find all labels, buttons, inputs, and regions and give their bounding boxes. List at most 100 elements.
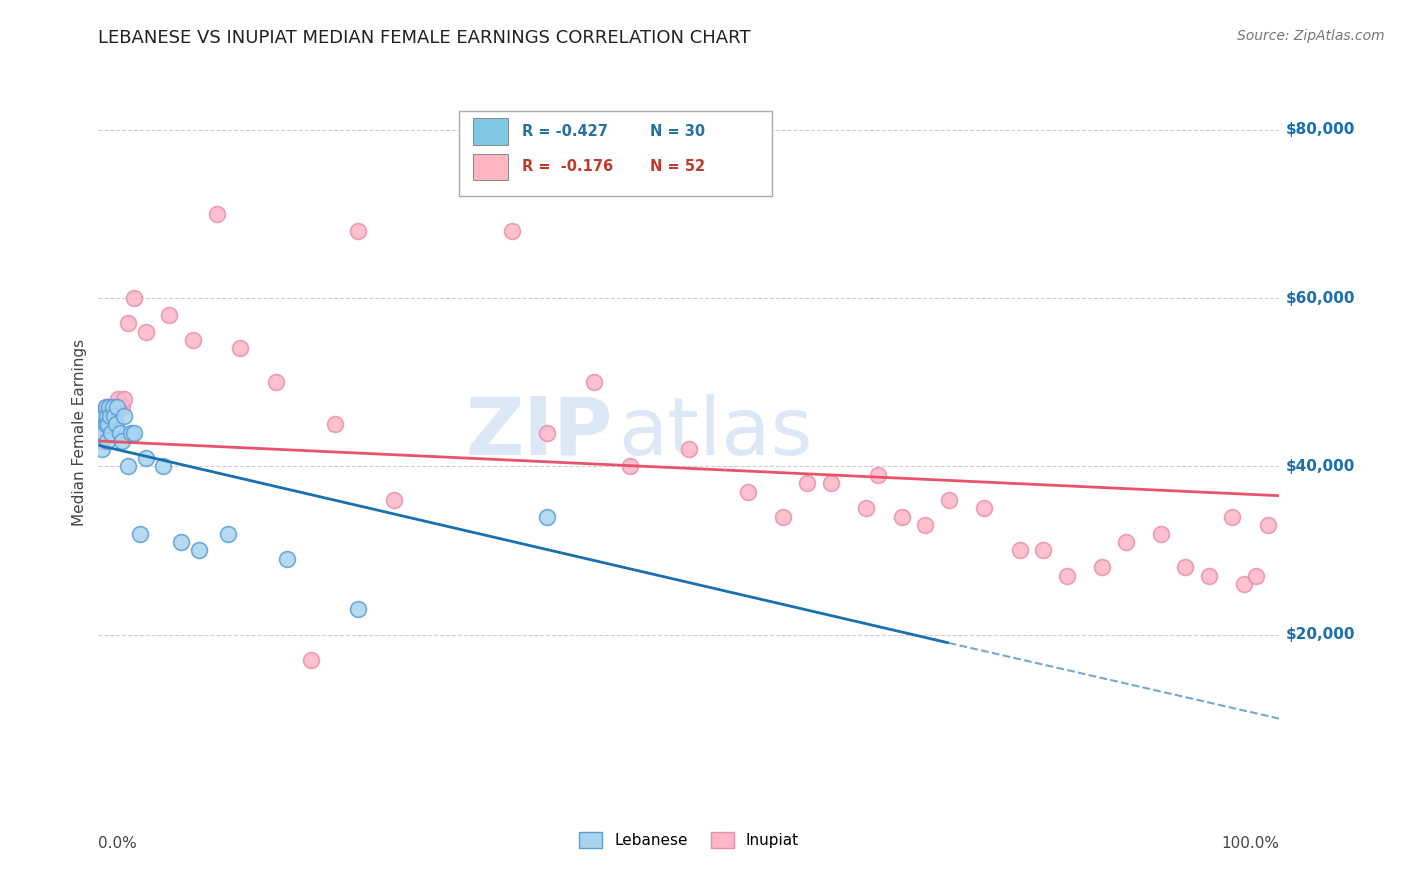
Point [973,501,995,516]
Point [229,342,252,356]
Text: ZIP: ZIP [465,393,612,472]
Point [1257,518,1279,533]
Point [264,375,287,389]
Point [1091,560,1114,574]
Point [98,409,121,423]
Point [890,509,912,524]
Point [108,425,131,440]
Point [122,291,145,305]
Point [152,459,174,474]
Text: 0.0%: 0.0% [98,836,138,851]
Point [104,409,127,423]
Point [347,602,370,616]
Point [1220,509,1243,524]
Point [107,392,129,406]
Point [205,207,228,221]
Point [1032,543,1054,558]
Text: $80,000: $80,000 [1285,122,1355,137]
Bar [472,153,508,180]
Point [96,434,118,448]
Point [938,492,960,507]
Point [97,417,120,432]
Point [101,401,124,415]
Point [181,333,204,347]
Text: 100.0%: 100.0% [1222,836,1279,851]
Point [135,450,157,465]
Text: R = -0.427: R = -0.427 [523,124,609,139]
Point [93,409,115,423]
Point [1174,560,1197,574]
Point [187,543,209,558]
Point [117,459,139,474]
Point [91,425,114,440]
Point [91,442,114,457]
Point [1150,526,1173,541]
Point [583,375,606,389]
Text: N = 52: N = 52 [650,160,704,174]
Point [97,401,120,415]
Point [501,224,523,238]
Point [98,417,121,432]
Point [855,501,877,516]
Point [276,551,298,566]
Text: Source: ZipAtlas.com: Source: ZipAtlas.com [1237,29,1385,43]
Point [128,526,150,541]
Point [536,425,558,440]
Point [299,653,322,667]
Point [619,459,641,474]
Point [105,401,128,415]
Point [105,417,128,432]
Point [117,316,139,330]
Text: N = 30: N = 30 [650,124,704,139]
Bar [472,118,508,145]
Point [737,484,759,499]
Point [94,401,117,415]
Point [796,476,818,491]
Point [121,425,143,440]
Text: LEBANESE VS INUPIAT MEDIAN FEMALE EARNINGS CORRELATION CHART: LEBANESE VS INUPIAT MEDIAN FEMALE EARNIN… [98,29,751,47]
Point [382,492,405,507]
Point [914,518,936,533]
Point [91,434,114,448]
Point [111,434,134,448]
Legend: Lebanese, Inupiat: Lebanese, Inupiat [572,826,806,855]
Text: $60,000: $60,000 [1285,291,1355,305]
Point [1056,568,1078,582]
Text: R =  -0.176: R = -0.176 [523,160,613,174]
Point [96,409,118,423]
Point [111,401,134,415]
Point [101,401,124,415]
Point [94,417,117,432]
Point [1115,535,1137,549]
Point [98,401,121,415]
Point [112,409,135,423]
Point [347,224,370,238]
Point [536,509,558,524]
Point [1198,568,1220,582]
Point [866,467,889,482]
Point [157,308,180,322]
Point [96,409,118,423]
Text: atlas: atlas [619,393,813,472]
Text: $40,000: $40,000 [1285,458,1355,474]
Point [1008,543,1031,558]
Point [103,409,125,423]
Point [323,417,346,432]
Point [135,325,157,339]
Point [94,401,117,415]
Point [100,425,122,440]
Point [112,392,135,406]
FancyBboxPatch shape [458,111,772,195]
Y-axis label: Median Female Earnings: Median Female Earnings [72,339,87,526]
Point [122,425,145,440]
Point [1244,568,1267,582]
Point [820,476,842,491]
Point [678,442,700,457]
Point [105,401,128,415]
Point [93,417,115,432]
Point [217,526,239,541]
Point [1233,577,1256,591]
Point [772,509,794,524]
Text: $20,000: $20,000 [1285,627,1355,642]
Point [170,535,193,549]
